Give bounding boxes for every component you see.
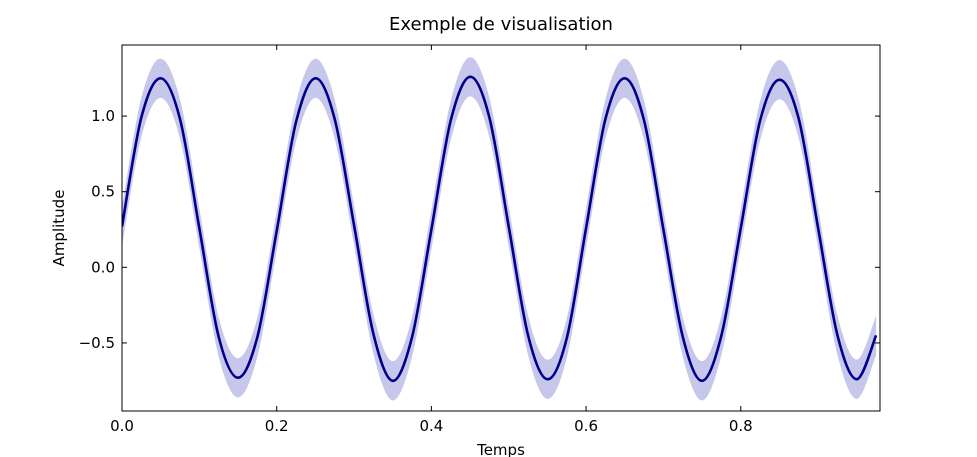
y-tick-label: 0.0 — [91, 258, 115, 276]
chart-title: Exemple de visualisation — [389, 14, 613, 35]
plot-frame — [121, 44, 881, 412]
x-tick-label: 0.4 — [419, 417, 443, 435]
y-tick-label: 0.5 — [91, 183, 115, 201]
y-axis-label: Amplitude — [50, 190, 68, 267]
y-tick-label: −0.5 — [79, 334, 115, 352]
y-tick-label: 1.0 — [91, 107, 115, 125]
x-tick-label: 0.2 — [265, 417, 289, 435]
axis-ticks: 0.0 0.2 0.4 0.6 0.8 −0.5 0.0 0.5 1.0 — [79, 45, 880, 435]
x-axis-label: Temps — [476, 441, 525, 457]
x-tick-label: 0.6 — [574, 417, 598, 435]
series-0-line — [122, 75, 878, 383]
x-tick-label: 0.0 — [110, 417, 134, 435]
x-tick-label: 0.8 — [729, 417, 753, 435]
plot-area — [122, 57, 878, 401]
